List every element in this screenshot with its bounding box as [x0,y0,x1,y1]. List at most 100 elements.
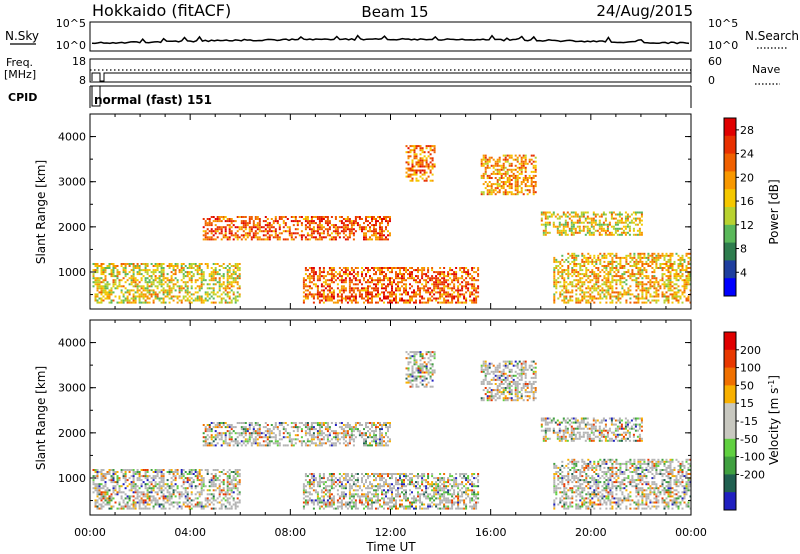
power-cell [653,285,656,288]
power-cell [236,287,239,290]
power-cell [477,269,480,272]
power-cell [657,281,660,284]
power-cell [661,293,664,296]
power-cell [544,223,547,226]
power-cell [588,227,591,230]
power-cell [316,228,319,231]
power-cell [138,273,141,276]
power-cell [208,279,211,282]
power-cell [611,256,614,259]
velocity-cell [198,473,201,475]
power-cell [401,299,403,302]
power-cell [322,289,325,292]
velocity-cell [210,485,213,488]
power-cell [334,275,337,278]
power-cell [98,283,101,286]
power-cell [280,218,283,220]
power-cell [573,285,576,288]
velocity-cell [210,428,213,431]
power-cell [502,193,505,196]
velocity-cell [226,493,229,496]
power-cell [607,285,610,288]
power-cell [375,238,377,241]
power-cell [553,256,556,259]
power-cell [348,222,351,225]
power-cell [383,238,385,241]
power-cell [681,279,684,282]
power-cell [522,154,525,157]
power-cell [473,279,476,282]
power-cell [104,267,107,269]
power-cell [530,181,533,183]
power-cell [526,162,529,165]
power-cell [356,287,359,290]
power-cell [564,213,567,216]
power-cell [435,275,438,278]
power-cell [681,273,684,276]
power-cell [596,223,599,226]
velocity-cell [220,432,223,435]
velocity-cell [104,493,107,496]
power-cell [587,281,590,284]
velocity-cell [238,473,241,475]
velocity-cell [144,487,147,490]
power-cell [631,273,634,276]
velocity-cell [242,428,245,431]
power-cell [413,151,416,154]
power-cell [471,277,474,280]
power-cell [342,291,345,294]
power-cell [154,265,157,267]
power-cell [488,181,491,183]
power-cell [534,166,537,169]
power-cell [411,177,414,180]
velocity-cell [168,469,171,471]
power-cell [330,287,333,290]
power-cell [510,179,513,181]
velocity-cell [112,497,115,500]
power-cell [138,267,141,269]
power-cell [437,283,440,286]
power-cell [202,299,205,302]
power-cell [186,285,189,288]
power-cell [567,271,570,274]
power-cell [651,252,654,255]
power-cell [156,287,159,290]
power-cell [623,273,626,276]
power-cell [166,289,169,292]
velocity-cell [204,503,207,506]
velocity-cell [200,469,203,471]
power-cell [338,267,341,269]
velocity-cell [224,438,227,441]
power-cell [352,238,355,241]
power-cell [395,283,397,286]
power-cell [504,172,507,175]
power-cell [192,293,195,296]
power-cell [423,267,426,269]
power-cell [431,179,434,182]
power-cell [330,277,333,280]
power-cell [510,183,513,186]
power-cell [609,301,612,304]
power-cell [585,299,588,302]
power-cell [142,301,145,304]
velocity-cell [96,491,99,494]
velocity-cell [214,483,217,486]
power-cell [516,170,519,173]
power-cell [365,289,367,292]
velocity-cell [174,483,177,486]
velocity-cell [194,469,197,471]
velocity-cell [120,505,123,508]
velocity-cell [226,499,229,502]
power-cell [548,221,551,224]
velocity-cell [116,481,119,484]
velocity-cell [96,505,99,508]
power-cell [228,218,231,220]
velocity-cell [110,469,113,471]
power-cell [238,236,241,239]
power-cell [373,269,375,272]
velocity-cell [176,507,179,510]
power-cell [567,291,570,294]
velocity-cell [106,473,109,475]
power-cell [308,275,311,278]
power-cell [340,295,343,298]
